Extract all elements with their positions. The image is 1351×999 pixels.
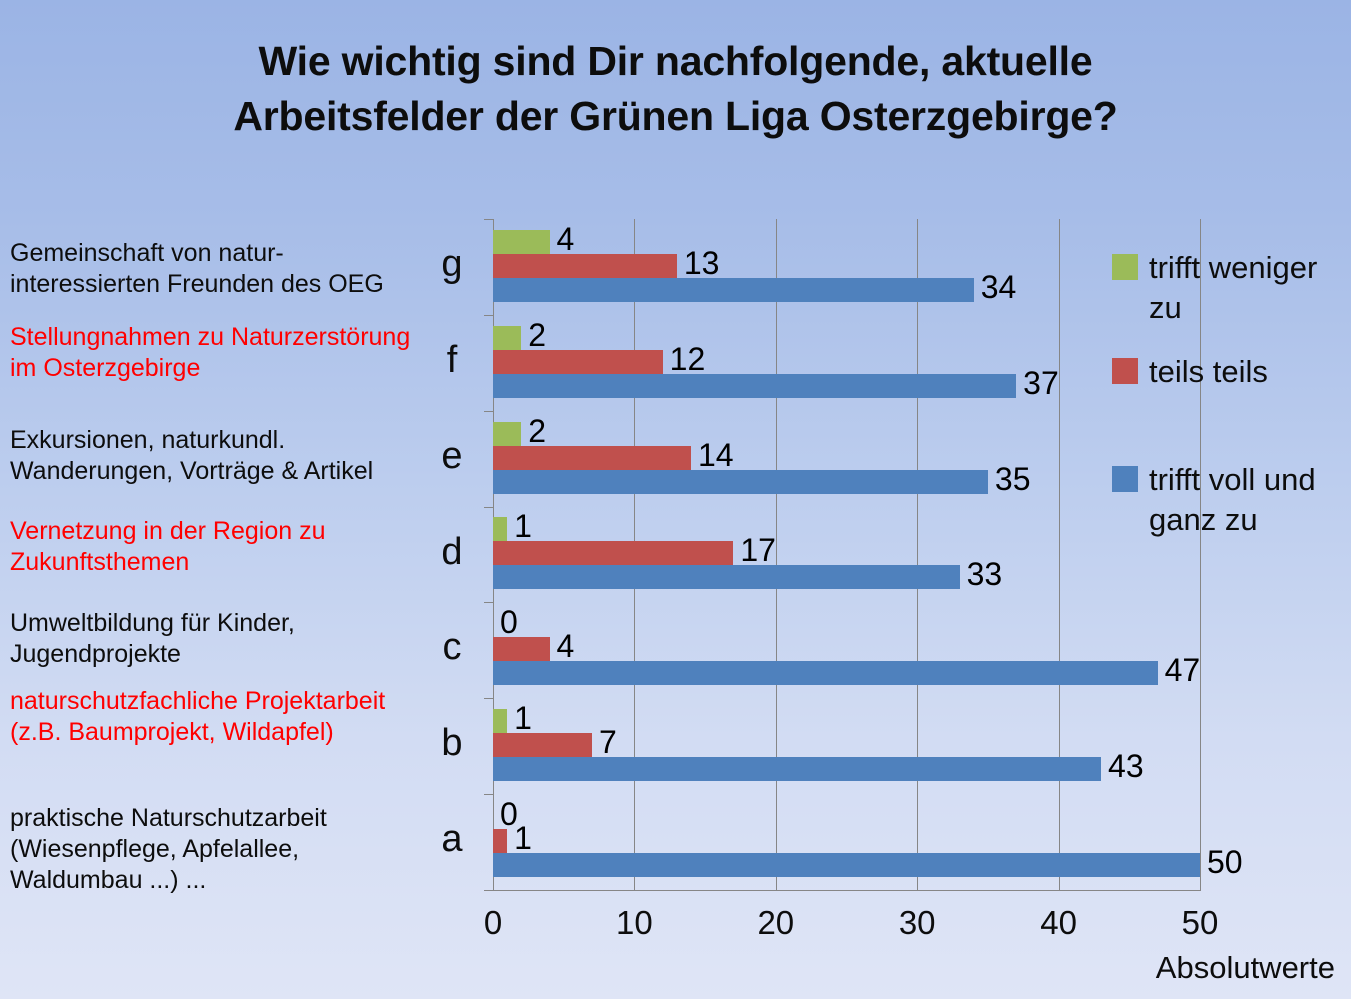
gridline-50 xyxy=(1200,219,1201,890)
bar-value-b-2: 7 xyxy=(598,724,617,761)
category-description-g: Gemeinschaft von natur-interessierten Fr… xyxy=(10,239,384,298)
legend-label-3: trifft voll und ganz zu xyxy=(1149,462,1316,537)
y-axis-tick xyxy=(484,602,493,603)
bar-value-d-1: 1 xyxy=(514,508,532,545)
bar-value-c-1: 0 xyxy=(500,604,518,641)
bar-value-a-1: 0 xyxy=(500,796,518,833)
y-axis-tick xyxy=(484,219,493,220)
x-tick-label-0: 0 xyxy=(483,904,503,941)
category-letter-a: a xyxy=(441,818,463,861)
category-description-d: Vernetzung in der Region zu Zukunftsthem… xyxy=(10,517,326,576)
bar-d-3 xyxy=(493,565,960,590)
bar-d-2 xyxy=(493,541,734,566)
y-axis-tick xyxy=(484,411,493,412)
bar-value-g-1: 4 xyxy=(556,220,575,257)
gridline-30 xyxy=(917,219,919,890)
y-axis-tick xyxy=(484,794,493,795)
bar-group-c: 0 4 47 xyxy=(493,602,1200,698)
bar-group-f: 2 12 37 xyxy=(493,315,1200,411)
bar-b-3 xyxy=(493,757,1102,782)
bar-e-1 xyxy=(493,421,522,446)
bar-e-2 xyxy=(493,445,691,470)
bar-group-b: 1 7 43 xyxy=(493,698,1200,794)
bar-value-e-1: 2 xyxy=(528,412,547,449)
bar-a-3 xyxy=(493,853,1200,878)
legend-swatch-icon-2 xyxy=(1112,358,1138,384)
category-letter-b: b xyxy=(441,722,463,765)
x-tick-label-40: 40 xyxy=(1040,904,1077,941)
y-axis-tick xyxy=(484,507,493,508)
bar-g-1 xyxy=(493,229,550,254)
bar-a-2 xyxy=(493,829,508,854)
category-description-e: Exkursionen, naturkundl. Wanderungen, Vo… xyxy=(10,426,374,485)
x-axis-title: Absolutwerte xyxy=(1155,950,1335,985)
bar-c-2 xyxy=(493,637,550,662)
category-letter-d: d xyxy=(441,530,463,573)
bar-value-e-3: 35 xyxy=(994,460,1031,497)
x-axis-line xyxy=(493,890,1201,891)
x-tick-label-20: 20 xyxy=(757,904,795,941)
bar-d-1 xyxy=(493,517,508,542)
bar-g-2 xyxy=(493,253,677,278)
category-letter-g: g xyxy=(441,242,463,285)
category-letter-e: e xyxy=(441,434,463,477)
page-title: Wie wichtig sind Dir nachfolgende, aktue… xyxy=(0,34,1351,143)
legend-swatch-icon-3 xyxy=(1112,466,1138,492)
y-axis-tick xyxy=(484,315,493,316)
legend-swatch-icon-1 xyxy=(1112,254,1138,280)
category-letter-f: f xyxy=(446,338,458,381)
bar-value-b-1: 1 xyxy=(514,700,532,737)
bar-group-a: 0 1 50 xyxy=(493,794,1243,890)
bar-value-a-2: 1 xyxy=(514,820,532,857)
bar-value-d-2: 17 xyxy=(740,532,776,569)
plot-area: 4 13 34 2 12 37 2 14 35 1 17 33 0 4 47 1 7 43 0 1 50 xyxy=(484,219,1243,891)
y-axis-tick xyxy=(484,890,493,891)
bar-value-a-3: 50 xyxy=(1207,844,1243,881)
x-tick-label-50: 50 xyxy=(1181,904,1219,941)
bar-value-f-2: 12 xyxy=(669,340,706,377)
bar-c-3 xyxy=(493,661,1158,686)
bar-value-g-2: 13 xyxy=(683,244,720,281)
x-tick-label-10: 10 xyxy=(616,904,653,941)
gridline-40 xyxy=(1058,219,1060,890)
bar-group-e: 2 14 35 xyxy=(493,411,1200,507)
bar-value-f-1: 2 xyxy=(528,316,547,353)
category-description-a: praktische Naturschutzarbeit (Wiesenpfle… xyxy=(10,804,327,894)
category-description-f: Stellungnahmen zu Naturzerstörung im Ost… xyxy=(10,323,411,382)
x-tick-label-30: 30 xyxy=(898,904,936,941)
bar-f-3 xyxy=(493,373,1017,398)
legend-label-2: teils teils xyxy=(1149,354,1268,389)
bar-value-d-3: 33 xyxy=(966,556,1003,593)
category-description-b: naturschutzfachliche Projektarbeit (z.B.… xyxy=(10,687,386,746)
bar-f-1 xyxy=(493,325,522,350)
bar-b-2 xyxy=(493,733,592,758)
y-axis-tick xyxy=(484,698,493,699)
bar-b-1 xyxy=(493,709,508,734)
bar-group-d: 1 17 33 xyxy=(493,507,1200,603)
category-description-c: Umweltbildung für Kinder, Jugendprojekte xyxy=(10,609,295,668)
title-line-1: Wie wichtig sind Dir nachfolgende, aktue… xyxy=(258,38,1093,84)
bar-g-3 xyxy=(493,277,974,302)
bar-group-g: 4 13 34 xyxy=(493,219,1200,315)
gridline-20 xyxy=(775,219,777,890)
bar-value-c-3: 47 xyxy=(1164,652,1201,689)
bar-value-c-2: 4 xyxy=(556,628,575,665)
bar-value-b-3: 43 xyxy=(1108,748,1144,785)
bar-f-2 xyxy=(493,349,663,374)
legend-label-1: trifft weniger zu xyxy=(1149,250,1318,325)
bar-value-f-3: 37 xyxy=(1023,364,1059,401)
bar-e-3 xyxy=(493,469,988,494)
bar-value-g-3: 34 xyxy=(980,268,1017,305)
category-letter-c: c xyxy=(442,626,462,669)
title-line-2: Arbeitsfelder der Grünen Liga Osterzgebi… xyxy=(233,92,1118,139)
bar-value-e-2: 14 xyxy=(697,436,734,473)
